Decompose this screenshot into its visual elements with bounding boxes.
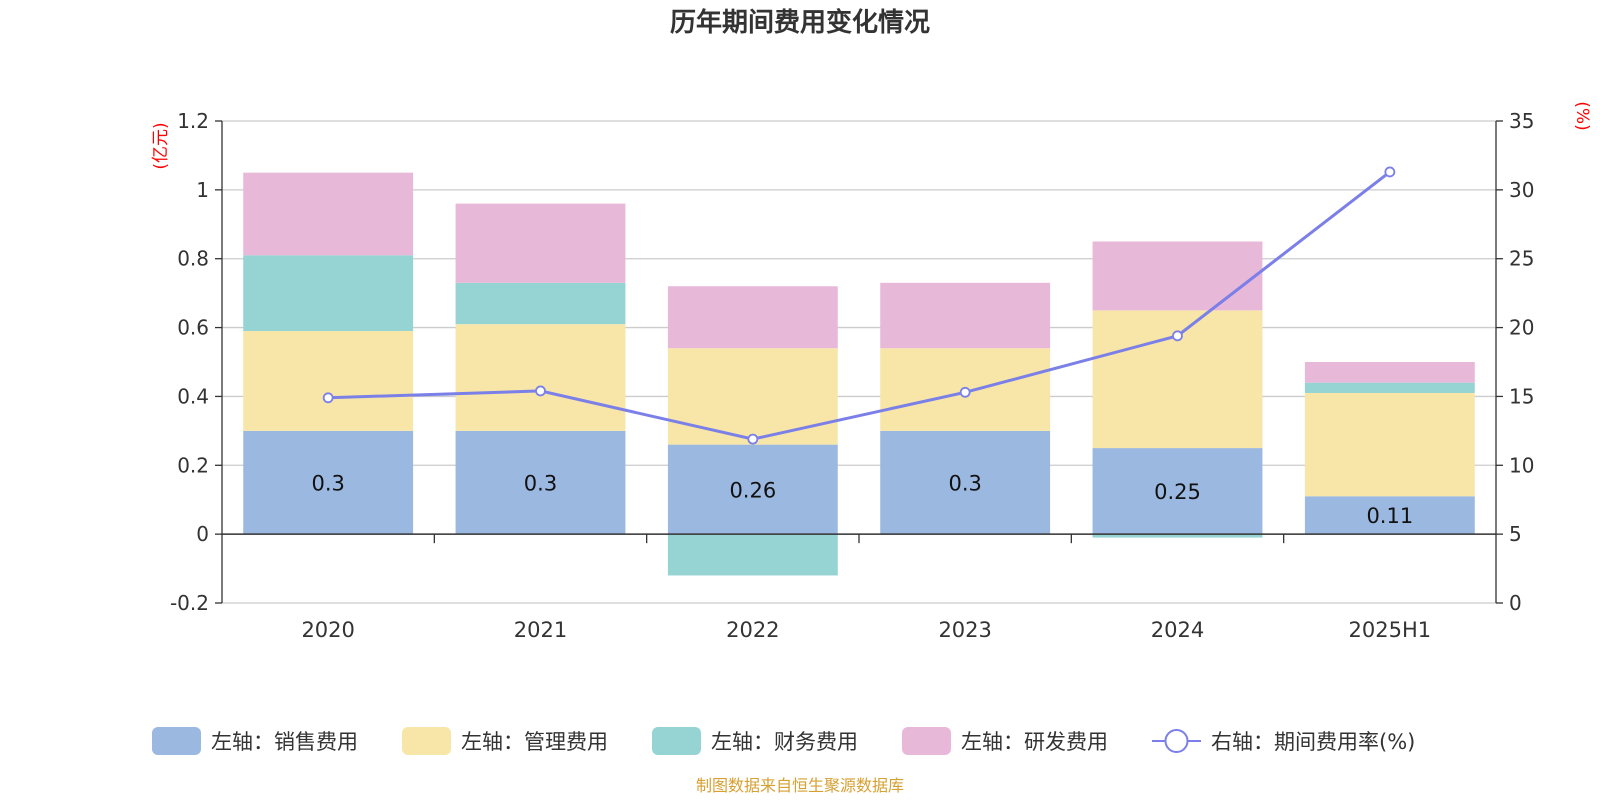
data-label: 0.3: [524, 472, 557, 496]
legend: 左轴：销售费用 左轴：管理费用 左轴：财务费用 左轴：研发费用 右轴：期间费用率(%): [152, 727, 1415, 755]
x-axis-tick-label: 2023: [938, 618, 991, 642]
right-axis-tick-label: 20: [1509, 316, 1534, 340]
bar-segment: [1304, 362, 1475, 383]
bar-segment: [455, 282, 626, 325]
line-series: [322, 166, 1396, 445]
legend-swatch: [652, 727, 701, 755]
right-axis-tick-label: 10: [1509, 453, 1534, 477]
legend-label: 右轴：期间费用率(%): [1211, 730, 1415, 754]
bar-segment: [1304, 382, 1475, 393]
bars: [243, 172, 1475, 576]
bar-segment: [455, 203, 626, 283]
rate-point: [1172, 330, 1183, 342]
bar-segment: [1092, 448, 1263, 535]
left-axis-tick-label: 0: [196, 522, 209, 546]
left-axis-tick-label: 1: [196, 178, 209, 202]
x-axis-tick-label: 2021: [514, 618, 567, 642]
legend-swatch: [152, 727, 201, 755]
rate-line: [328, 170, 1391, 441]
data-label: 0.26: [729, 478, 776, 502]
bar-segment: [880, 282, 1051, 349]
bar-segment: [243, 172, 414, 256]
bar-segment: [667, 286, 838, 349]
axes: -0.2 0 0.2 0.4 0.6 0.8 1 1.2 0 5 10 15 20 25 30 35 2020 2…: [170, 109, 1534, 642]
legend-label: 左轴：研发费用: [961, 730, 1108, 754]
x-axis-tick-label: 2022: [726, 618, 779, 642]
bar-segment: [667, 534, 838, 576]
rate-point: [322, 392, 334, 404]
left-axis-tick-label: 0.8: [177, 247, 209, 271]
rate-point: [1384, 166, 1396, 178]
left-axis-tick-label: 0.6: [177, 316, 209, 340]
right-axis-tick-label: 0: [1509, 591, 1522, 615]
legend-swatch: [902, 727, 951, 755]
x-axis-tick-label: 2020: [301, 618, 354, 642]
data-labels: 0.3 0.3 0.26 0.3 0.25 0.11: [311, 472, 1413, 529]
left-axis-tick-label: 0.4: [177, 384, 209, 408]
legend-swatch-marker: [1164, 729, 1189, 753]
left-axis-tick-label: 1.2: [177, 109, 209, 133]
bar-segment: [1092, 241, 1263, 311]
legend-label: 左轴：销售费用: [211, 730, 358, 754]
left-axis-unit: (亿元): [151, 122, 171, 169]
right-axis-tick-label: 25: [1509, 247, 1534, 271]
right-axis-tick-label: 30: [1509, 178, 1534, 202]
right-axis-tick-label: 5: [1509, 522, 1522, 546]
data-label: 0.3: [948, 472, 981, 496]
x-axis-tick-label: 2025H1: [1349, 618, 1432, 642]
right-axis-unit: (%): [1572, 101, 1592, 130]
bar-segment: [1304, 496, 1475, 535]
rate-point: [535, 385, 546, 397]
bar-segment: [1304, 392, 1475, 497]
source-note: 制图数据来自恒生聚源数据库: [696, 776, 904, 795]
bar-segment: [667, 348, 838, 445]
rate-point: [747, 433, 759, 445]
bar-segment: [455, 430, 626, 535]
x-axis-tick-label: 2024: [1151, 618, 1204, 642]
bar-segment: [455, 324, 626, 431]
data-label: 0.11: [1366, 504, 1413, 528]
right-axis-tick-label: 15: [1509, 384, 1534, 408]
data-label: 0.3: [311, 472, 344, 496]
bar-segment: [880, 430, 1051, 535]
rate-point: [959, 386, 971, 398]
legend-swatch: [402, 727, 451, 755]
bar-segment: [243, 430, 414, 535]
bar-segment: [1092, 534, 1263, 538]
bar-segment: [667, 444, 838, 535]
bar-segment: [243, 331, 414, 431]
data-label: 0.25: [1154, 480, 1201, 504]
chart-title: 历年期间费用变化情况: [670, 7, 930, 38]
left-axis-tick-label: -0.2: [170, 591, 209, 615]
bar-segment: [243, 255, 414, 332]
legend-label: 左轴：管理费用: [461, 730, 608, 754]
legend-label: 左轴：财务费用: [711, 730, 858, 754]
left-axis-tick-label: 0.2: [177, 453, 209, 477]
right-axis-tick-label: 35: [1509, 109, 1534, 133]
